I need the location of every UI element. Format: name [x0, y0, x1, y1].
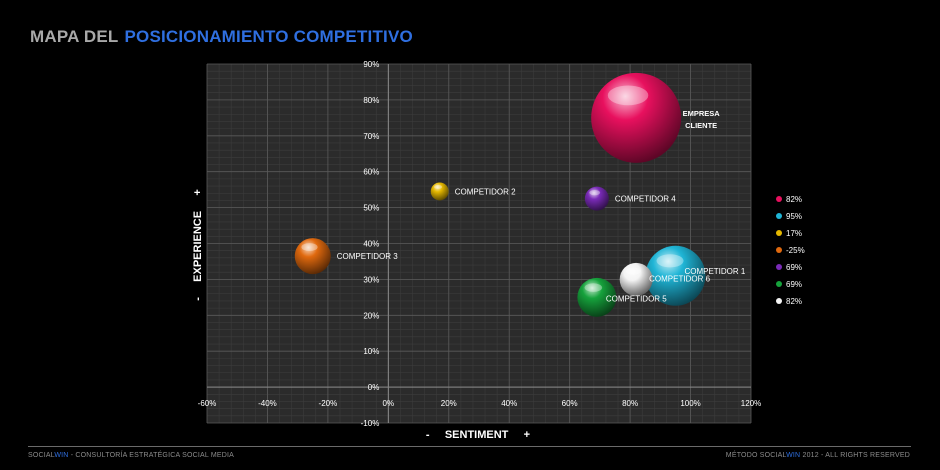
legend-label: -25% — [786, 246, 805, 255]
bubble-highlight — [434, 184, 443, 189]
legend-label: 95% — [786, 212, 802, 221]
bubble-label: COMPETIDOR 4 — [615, 195, 676, 204]
title-part1: MAPA DEL — [30, 27, 119, 46]
tick-labels: -60% -40% -20% 0% 20% 40% 60% 80% 100% 120% -10% 0%… — [198, 60, 762, 428]
bubble-label: COMPETIDOR 2 — [455, 187, 516, 196]
footer-left-text: - CONSULTORÍA ESTRATÉGICA SOCIAL MEDIA — [68, 452, 235, 459]
y-tick-label: 0% — [368, 383, 380, 392]
bubble — [619, 262, 653, 296]
bubble-highlight — [301, 243, 318, 252]
footer-right: MÉTODO SOCIALWIN 2012 - ALL RIGHTS RESER… — [726, 452, 910, 459]
x-tick-label: 60% — [562, 399, 578, 408]
legend-marker — [776, 230, 782, 236]
legend-label: 17% — [786, 229, 802, 238]
page-title: MAPA DEL POSICIONAMIENTO COMPETITIVO — [30, 27, 413, 47]
y-tick-label: 60% — [363, 168, 379, 177]
footer-right-suffix: 2012 - ALL RIGHTS RESERVED — [800, 452, 910, 459]
bubble — [294, 238, 331, 275]
bubble — [430, 182, 449, 201]
legend-label: 82% — [786, 297, 802, 306]
bubble-labels: EMPRESA CLIENTE COMPETIDOR 1 COMPETIDOR 2 CO… — [337, 109, 746, 304]
y-tick-label: 10% — [363, 347, 379, 356]
x-tick-label: 20% — [441, 399, 457, 408]
legend-marker — [776, 298, 782, 304]
x-tick-label: 40% — [501, 399, 517, 408]
footer-right-brand-win: WIN — [786, 452, 801, 459]
footer-divider — [28, 446, 911, 447]
x-tick-label: -60% — [198, 399, 217, 408]
y-tick-label: 50% — [363, 204, 379, 213]
title-part2: POSICIONAMIENTO COMPETITIVO — [124, 27, 413, 46]
bubble-label: COMPETIDOR 6 — [649, 274, 710, 283]
bubble-highlight — [607, 85, 649, 106]
x-tick-label: 0% — [383, 399, 395, 408]
bubble-label: EMPRESA CLIENTE — [683, 109, 721, 130]
footer-brand-social: SOCIAL — [28, 452, 55, 459]
bubble-label: COMPETIDOR 5 — [606, 294, 667, 303]
bubble — [584, 186, 609, 211]
y-tick-label: 90% — [363, 60, 379, 69]
y-tick-label: 40% — [363, 240, 379, 249]
footer-right-brand-social: SOCIAL — [759, 452, 787, 459]
y-tick-label: 70% — [363, 132, 379, 141]
legend-marker — [776, 213, 782, 219]
legend-marker — [776, 196, 782, 202]
footer-right-text: MÉTODO — [725, 452, 760, 459]
bubble — [577, 277, 617, 317]
y-tick-label: 20% — [363, 311, 379, 320]
x-axis-label: - SENTIMENT + — [426, 429, 530, 441]
x-tick-label: -40% — [258, 399, 277, 408]
legend-label: 82% — [786, 195, 802, 204]
x-tick-label: -20% — [319, 399, 338, 408]
bubble-label: COMPETIDOR 3 — [337, 252, 398, 261]
x-tick-label: 80% — [622, 399, 638, 408]
x-tick-label: 120% — [741, 399, 761, 408]
bubbles — [294, 72, 706, 317]
bubble — [645, 245, 706, 306]
y-axis-label: - EXPERIENCE + — [192, 189, 204, 301]
legend-marker — [776, 247, 782, 253]
axes — [207, 64, 751, 423]
bubble — [591, 72, 682, 163]
legend-label: 69% — [786, 280, 802, 289]
legend-marker — [776, 281, 782, 287]
footer-left: SOCIALWIN - CONSULTORÍA ESTRATÉGICA SOCI… — [28, 452, 234, 459]
legend: 82% 95% 17% -25% 69% 69% 82% — [776, 195, 805, 306]
bubble-highlight — [656, 254, 684, 268]
bubble-highlight — [625, 267, 641, 275]
legend-label: 69% — [786, 263, 802, 272]
y-tick-label: 80% — [363, 96, 379, 105]
bubble-highlight — [584, 283, 603, 292]
bubble-label: COMPETIDOR 1 — [684, 267, 745, 276]
x-tick-label: 100% — [680, 399, 700, 408]
footer-brand-win: WIN — [54, 452, 69, 459]
y-tick-label: -10% — [361, 419, 380, 428]
bubble-highlight — [589, 189, 601, 196]
y-tick-label: 30% — [363, 275, 379, 284]
legend-marker — [776, 264, 782, 270]
